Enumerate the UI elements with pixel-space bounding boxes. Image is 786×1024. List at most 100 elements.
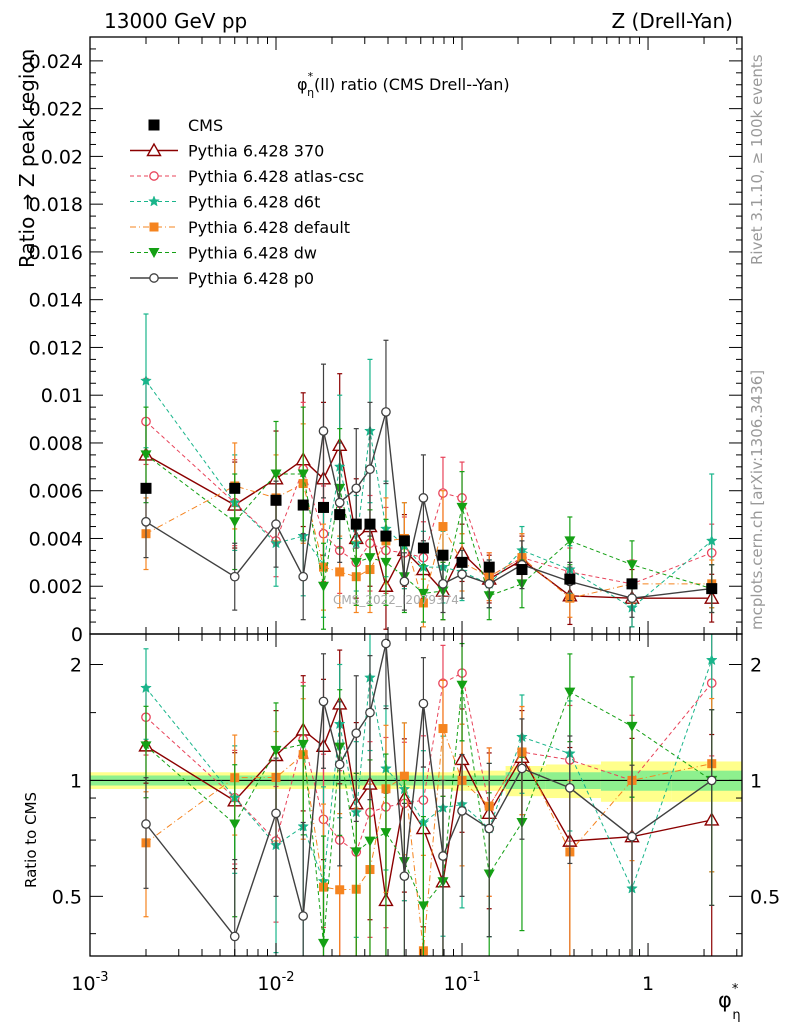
ratio-point [297, 739, 309, 750]
ratio-point [141, 819, 151, 829]
series-point [364, 553, 376, 564]
legend-marker [149, 171, 159, 181]
ratio-point [438, 724, 448, 734]
ratio-point [317, 938, 329, 949]
plot-title-sup: * [308, 70, 314, 83]
legend-label: Pythia 6.428 dw [188, 244, 317, 263]
data-point [417, 542, 429, 554]
ratio-point [457, 806, 467, 816]
y-tick-label: 0.014 [29, 290, 83, 312]
ratio-point [365, 707, 375, 718]
header-right: Z (Drell-Yan) [611, 9, 733, 33]
ratio-tick-label: 1 [70, 770, 82, 792]
series-line-2 [145, 380, 713, 609]
series-point [705, 534, 718, 546]
data-point [437, 549, 449, 561]
ratio-y-axis-label: Ratio to CMS [22, 792, 40, 888]
analysis-watermark: CMS_2022_I2079374 [333, 593, 459, 607]
x-axis-label-sup: * [732, 982, 739, 997]
x-tick-label: 10-1 [443, 970, 480, 995]
legend-marker [148, 195, 160, 207]
ratio-point [565, 783, 575, 793]
data-point [270, 494, 282, 506]
ratio-point [270, 745, 282, 756]
ratio-layer [138, 634, 720, 956]
legend-label: Pythia 6.428 d6t [188, 193, 320, 212]
ratio-point [229, 819, 241, 830]
ratio-point [626, 721, 638, 732]
data-point [334, 509, 346, 521]
data-point [564, 573, 576, 585]
y-tick-label: 0.02 [41, 146, 83, 168]
ratio-point [381, 638, 391, 649]
x-tick-label: 10-2 [257, 970, 294, 995]
series-line-5 [145, 411, 712, 599]
rivet-version-label: Rivet 3.1.10, ≥ 100k events [748, 54, 766, 265]
ratio-point [271, 808, 281, 819]
x-tick-base: 1 [642, 973, 654, 995]
ratio-line-3 [145, 728, 712, 951]
x-axis-label-sub: η [732, 1008, 740, 1023]
x-tick-exponent: -2 [282, 970, 295, 985]
series-point [229, 571, 240, 582]
series-point [334, 497, 345, 508]
series-point [626, 560, 638, 571]
series-point [399, 576, 410, 587]
data-layer [140, 482, 718, 595]
x-tick-base: 10 [71, 973, 95, 995]
y-tick-label: 0.01 [41, 385, 83, 407]
x-tick-exponent: -1 [468, 970, 481, 985]
ratio-line-1 [145, 672, 713, 853]
data-point [483, 561, 495, 573]
data-point [350, 518, 362, 530]
legend-label: Pythia 6.428 atlas-csc [188, 167, 364, 186]
data-point [380, 530, 392, 542]
series-point [438, 522, 448, 532]
legend-label: CMS [188, 116, 223, 135]
plot-title: φ* η(ll) ratio (CMS Drell--Yan) [297, 70, 510, 99]
series-point [270, 469, 282, 480]
series-point [298, 571, 309, 582]
legend: CMS Pythia 6.428 370 Pythia 6.428 atlas-cs… [130, 116, 364, 288]
legend-label: Pythia 6.428 p0 [188, 269, 314, 288]
ratio-point [229, 931, 240, 942]
ratio-point [318, 696, 329, 707]
series-point [140, 374, 152, 386]
data-point [297, 499, 309, 511]
ratio-point [705, 653, 718, 666]
x-tick-exponent: -3 [96, 970, 109, 985]
legend-marker [146, 142, 162, 157]
data-point [317, 501, 329, 513]
ratio-point [350, 847, 362, 858]
header-left: 13000 GeV pp [104, 9, 247, 33]
ratio-point [627, 831, 637, 842]
legend-label: Pythia 6.428 default [188, 218, 350, 237]
series-point [417, 588, 429, 599]
ratio-point [438, 851, 448, 861]
series-layer [138, 313, 720, 630]
series-point [380, 557, 392, 568]
data-point [516, 564, 528, 576]
ratio-point [140, 681, 152, 694]
series-point [351, 483, 362, 494]
x-tick-label: 10-3 [71, 970, 108, 995]
y-tick-label: 0 [71, 624, 83, 646]
series-point [564, 536, 576, 547]
ratio-tick-label-right: 1 [750, 770, 762, 792]
ratio-point [706, 775, 717, 786]
y-tick-label: 0.024 [29, 51, 83, 73]
plot-title-sub: η [307, 86, 314, 99]
ratio-point [564, 687, 576, 698]
series-point [141, 516, 151, 527]
plot-title-rest: (ll) ratio (CMS Drell--Yan) [314, 75, 510, 94]
legend-marker [149, 273, 159, 283]
x-axis-label: φ* η [718, 982, 741, 1023]
ratio-tick-label: 2 [70, 654, 82, 676]
legend-label: Pythia 6.428 370 [188, 142, 324, 161]
data-point [706, 583, 718, 595]
y-tick-label: 0.018 [29, 194, 83, 216]
ratio-point [417, 901, 429, 912]
series-point [350, 557, 362, 568]
ratio-point [298, 911, 309, 921]
